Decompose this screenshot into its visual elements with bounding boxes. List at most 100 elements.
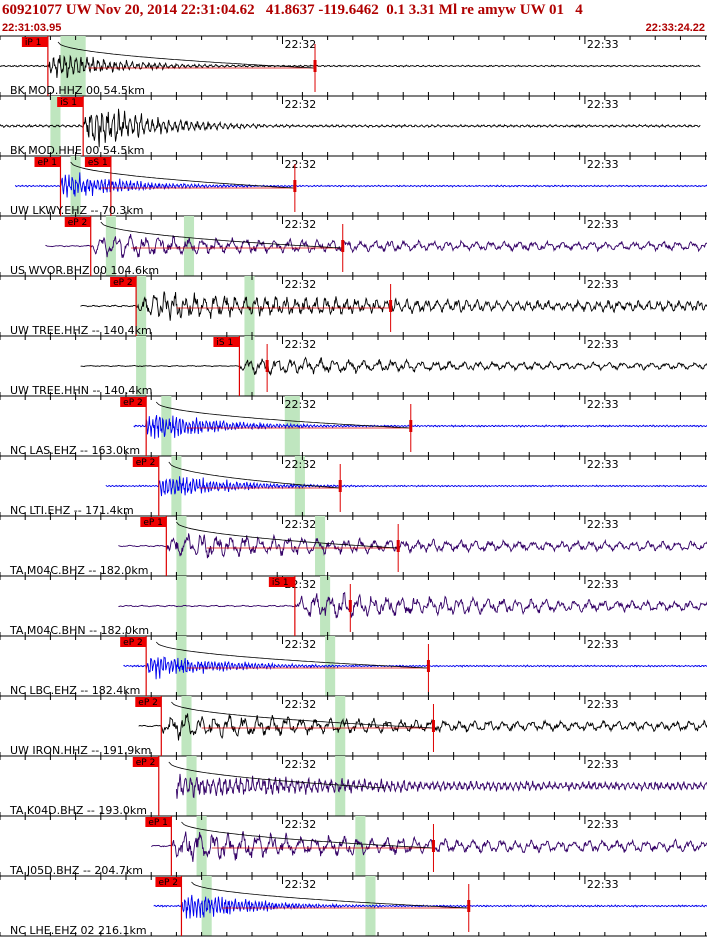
phase-pick-box[interactable] (132, 457, 159, 467)
trace-panel[interactable]: 22:32 22:33 eP 2 US WVOR.BHZ 00 104.6km (0, 216, 707, 277)
p-window-band (186, 756, 197, 816)
end-marker-handle[interactable] (265, 360, 269, 372)
time-tick-label: 22:32 (285, 638, 317, 651)
waveform-trace (133, 415, 707, 439)
phase-pick-box[interactable] (140, 517, 167, 527)
p-window-band (196, 816, 207, 876)
trace-panel[interactable]: 22:32 22:33 iS 1 BK MOD.HHE 00 54.5km (0, 96, 707, 157)
start-time-label: 22:31:03.95 (2, 22, 62, 34)
s-window-band (284, 396, 300, 456)
station-label: NC LAS.EHZ -- 163.0km (10, 444, 140, 457)
trace-panel[interactable]: 22:32 22:33 iP 1 BK MOD.HHZ 00 54.5km (0, 36, 707, 97)
waveform-trace (45, 234, 707, 259)
coda-duration-curve (70, 161, 295, 189)
end-marker-handle[interactable] (396, 540, 400, 552)
end-marker-handle[interactable] (348, 600, 352, 612)
phase-pick-box[interactable] (268, 577, 295, 587)
phase-pick-box[interactable] (84, 157, 111, 167)
station-label: UW TREE.HHZ -- 140.4km (10, 324, 152, 337)
p-window-band (176, 516, 187, 576)
phase-pick-box[interactable] (213, 337, 240, 347)
waveform-trace (151, 831, 707, 862)
phase-pick-box[interactable] (110, 277, 137, 287)
trace-panel[interactable]: 22:32 22:33 iS 1 UW TREE.HHN -- 140.4km (0, 336, 707, 397)
trace-panel[interactable]: 22:32 22:33 eP 2 NC LHE.EHZ 02 216.1km (0, 876, 707, 937)
phase-pick-label: eP 1 (148, 818, 168, 828)
time-tick-label: 22:32 (285, 398, 317, 411)
p-window-band (50, 96, 61, 156)
time-tick-label: 22:33 (587, 278, 619, 291)
s-window-band (335, 756, 346, 816)
end-marker-handle[interactable] (431, 720, 435, 732)
trace-panel[interactable]: 22:32 22:33 eP 2 UW TREE.HHZ -- 140.4km (0, 276, 707, 337)
event-title: 60921077 UW Nov 20, 2014 22:31:04.62 41.… (2, 2, 583, 18)
phase-pick-label: iS 1 (216, 338, 233, 348)
time-tick-label: 22:32 (285, 338, 317, 351)
time-tick-label: 22:32 (285, 158, 317, 171)
end-marker-handle[interactable] (409, 420, 413, 432)
end-marker-handle[interactable] (313, 60, 317, 72)
time-tick-label: 22:33 (587, 758, 619, 771)
time-tick-label: 22:32 (285, 878, 317, 891)
station-label: TA K04D.BHZ -- 193.0km (9, 804, 147, 817)
time-tick-label: 22:32 (285, 818, 317, 831)
phase-pick-label: eP 1 (37, 158, 57, 168)
phase-pick-box[interactable] (155, 877, 182, 887)
time-tick-label: 22:33 (587, 698, 619, 711)
phase-pick-label: eS 1 (88, 158, 108, 168)
phase-pick-label: eP 2 (123, 398, 143, 408)
end-marker-handle[interactable] (431, 840, 435, 852)
time-tick-label: 22:33 (587, 578, 619, 591)
trace-panel[interactable]: 22:32 22:33 eP 2 NC LAS.EHZ -- 163.0km (0, 396, 707, 457)
phase-pick-box[interactable] (132, 757, 159, 767)
phase-pick-box[interactable] (145, 817, 172, 827)
trace-panel[interactable]: 22:32 22:33 eP 2 NC LBC.EHZ -- 182.4km (0, 636, 707, 697)
phase-pick-box[interactable] (135, 697, 162, 707)
waveform-trace (0, 108, 701, 148)
waveform-trace (0, 54, 701, 79)
coda-duration-curve (100, 221, 343, 249)
phase-pick-box[interactable] (21, 37, 48, 47)
time-tick-label: 22:33 (587, 38, 619, 51)
waveform-trace (175, 773, 707, 799)
end-marker-handle[interactable] (467, 900, 471, 912)
end-marker-handle[interactable] (293, 180, 297, 192)
trace-panel[interactable]: 22:32 22:33 eP 1 TA M04C.BHZ -- 182.0km (0, 516, 707, 577)
trace-panel[interactable]: 22:32 22:33 eP 1 TA J05D.BHZ -- 204.7km (0, 816, 707, 877)
waveform-trace (118, 591, 707, 619)
phase-pick-box[interactable] (64, 217, 91, 227)
time-tick-label: 22:33 (587, 878, 619, 891)
phase-pick-box[interactable] (120, 637, 147, 647)
p-window-band (105, 216, 116, 276)
time-tick-label: 22:33 (587, 458, 619, 471)
coda-duration-curve (168, 461, 341, 489)
phase-pick-label: eP 2 (136, 458, 156, 468)
s-window-band (244, 276, 255, 336)
trace-panel[interactable]: 22:32 22:33 eP 2 UW IRON.HHZ -- 191.9km (0, 696, 707, 757)
trace-panel[interactable]: 22:32 22:33 eP 2 TA K04D.BHZ -- 193.0km (0, 756, 707, 817)
time-tick-label: 22:32 (285, 458, 317, 471)
time-tick-label: 22:32 (285, 518, 317, 531)
end-marker-handle[interactable] (338, 480, 342, 492)
station-label: UW TREE.HHN -- 140.4km (10, 384, 152, 397)
phase-pick-label: eP 2 (136, 758, 156, 768)
station-label: BK MOD.HHZ 00 54.5km (10, 84, 145, 97)
trace-panel[interactable]: 22:32 22:33 eP 2 NC LTI.EHZ -- 171.4km (0, 456, 707, 517)
phase-pick-box[interactable] (34, 157, 61, 167)
end-marker-handle[interactable] (341, 240, 345, 252)
station-label: TA M04C.BHN -- 182.0km (9, 624, 149, 637)
station-label: UW IRON.HHZ -- 191.9km (10, 744, 151, 757)
phase-pick-box[interactable] (120, 397, 147, 407)
phase-pick-label: eP 2 (113, 278, 133, 288)
end-marker-handle[interactable] (389, 300, 393, 312)
waveform-trace (153, 894, 707, 919)
phase-pick-box[interactable] (57, 97, 84, 107)
waveform-trace (80, 291, 707, 321)
station-label: NC LTI.EHZ -- 171.4km (10, 504, 134, 517)
trace-panel[interactable]: 22:32 22:33 eP 1 eS 1 UW LKWY.EHZ -- 70.3km (0, 156, 707, 217)
end-marker-handle[interactable] (426, 660, 430, 672)
time-tick-label: 22:32 (285, 98, 317, 111)
phase-pick-label: eP 2 (68, 218, 88, 228)
